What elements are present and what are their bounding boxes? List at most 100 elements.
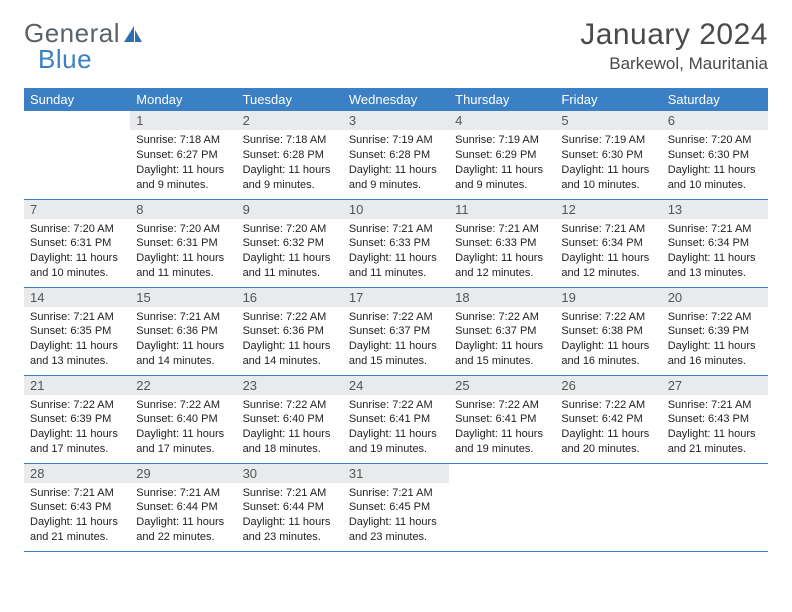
calendar-cell: 15Sunrise: 7:21 AMSunset: 6:36 PMDayligh…: [130, 287, 236, 375]
day-body: Sunrise: 7:22 AMSunset: 6:41 PMDaylight:…: [343, 395, 449, 459]
day-body: Sunrise: 7:21 AMSunset: 6:34 PMDaylight:…: [662, 219, 768, 283]
calendar-cell: 8Sunrise: 7:20 AMSunset: 6:31 PMDaylight…: [130, 199, 236, 287]
day-number: 23: [237, 376, 343, 395]
calendar-cell: 25Sunrise: 7:22 AMSunset: 6:41 PMDayligh…: [449, 375, 555, 463]
calendar-cell-empty: [662, 463, 768, 551]
calendar-cell: 13Sunrise: 7:21 AMSunset: 6:34 PMDayligh…: [662, 199, 768, 287]
day-number: 22: [130, 376, 236, 395]
calendar-cell: 11Sunrise: 7:21 AMSunset: 6:33 PMDayligh…: [449, 199, 555, 287]
calendar-table: SundayMondayTuesdayWednesdayThursdayFrid…: [24, 88, 768, 552]
day-body: Sunrise: 7:19 AMSunset: 6:30 PMDaylight:…: [555, 130, 661, 194]
calendar-cell: 1Sunrise: 7:18 AMSunset: 6:27 PMDaylight…: [130, 111, 236, 199]
calendar-cell: 28Sunrise: 7:21 AMSunset: 6:43 PMDayligh…: [24, 463, 130, 551]
day-number: 12: [555, 200, 661, 219]
day-body: Sunrise: 7:22 AMSunset: 6:36 PMDaylight:…: [237, 307, 343, 371]
calendar-cell: 6Sunrise: 7:20 AMSunset: 6:30 PMDaylight…: [662, 111, 768, 199]
day-body: Sunrise: 7:21 AMSunset: 6:34 PMDaylight:…: [555, 219, 661, 283]
calendar-cell: 16Sunrise: 7:22 AMSunset: 6:36 PMDayligh…: [237, 287, 343, 375]
day-number: 28: [24, 464, 130, 483]
calendar-cell: 18Sunrise: 7:22 AMSunset: 6:37 PMDayligh…: [449, 287, 555, 375]
calendar-cell: 10Sunrise: 7:21 AMSunset: 6:33 PMDayligh…: [343, 199, 449, 287]
dow-header: Monday: [130, 88, 236, 111]
day-body: Sunrise: 7:21 AMSunset: 6:43 PMDaylight:…: [24, 483, 130, 547]
day-number: 27: [662, 376, 768, 395]
day-body: Sunrise: 7:18 AMSunset: 6:27 PMDaylight:…: [130, 130, 236, 194]
calendar-cell: 9Sunrise: 7:20 AMSunset: 6:32 PMDaylight…: [237, 199, 343, 287]
day-body: Sunrise: 7:21 AMSunset: 6:45 PMDaylight:…: [343, 483, 449, 547]
dow-header: Saturday: [662, 88, 768, 111]
calendar-cell-empty: [24, 111, 130, 199]
calendar-cell: 20Sunrise: 7:22 AMSunset: 6:39 PMDayligh…: [662, 287, 768, 375]
title-block: January 2024 Barkewol, Mauritania: [580, 18, 768, 74]
dow-header: Tuesday: [237, 88, 343, 111]
calendar-cell: 2Sunrise: 7:18 AMSunset: 6:28 PMDaylight…: [237, 111, 343, 199]
day-number: 29: [130, 464, 236, 483]
day-body: Sunrise: 7:21 AMSunset: 6:33 PMDaylight:…: [343, 219, 449, 283]
day-number: 11: [449, 200, 555, 219]
day-number: 10: [343, 200, 449, 219]
calendar-cell: 23Sunrise: 7:22 AMSunset: 6:40 PMDayligh…: [237, 375, 343, 463]
calendar-cell: 27Sunrise: 7:21 AMSunset: 6:43 PMDayligh…: [662, 375, 768, 463]
dow-header: Friday: [555, 88, 661, 111]
calendar-cell: 12Sunrise: 7:21 AMSunset: 6:34 PMDayligh…: [555, 199, 661, 287]
calendar-cell: 3Sunrise: 7:19 AMSunset: 6:28 PMDaylight…: [343, 111, 449, 199]
day-number: 19: [555, 288, 661, 307]
day-body: Sunrise: 7:21 AMSunset: 6:44 PMDaylight:…: [237, 483, 343, 547]
day-body: Sunrise: 7:19 AMSunset: 6:29 PMDaylight:…: [449, 130, 555, 194]
month-title: January 2024: [580, 18, 768, 52]
day-number: 9: [237, 200, 343, 219]
calendar-cell: 19Sunrise: 7:22 AMSunset: 6:38 PMDayligh…: [555, 287, 661, 375]
day-body: Sunrise: 7:22 AMSunset: 6:39 PMDaylight:…: [24, 395, 130, 459]
day-body: Sunrise: 7:21 AMSunset: 6:35 PMDaylight:…: [24, 307, 130, 371]
day-body: Sunrise: 7:22 AMSunset: 6:38 PMDaylight:…: [555, 307, 661, 371]
calendar-head: SundayMondayTuesdayWednesdayThursdayFrid…: [24, 88, 768, 111]
day-body: Sunrise: 7:21 AMSunset: 6:44 PMDaylight:…: [130, 483, 236, 547]
day-number: 13: [662, 200, 768, 219]
day-number: 31: [343, 464, 449, 483]
day-body: Sunrise: 7:21 AMSunset: 6:43 PMDaylight:…: [662, 395, 768, 459]
day-number: 14: [24, 288, 130, 307]
header: General January 2024 Barkewol, Mauritani…: [24, 18, 768, 74]
day-body: Sunrise: 7:20 AMSunset: 6:32 PMDaylight:…: [237, 219, 343, 283]
calendar-cell-empty: [449, 463, 555, 551]
day-number: 6: [662, 111, 768, 130]
day-number: 3: [343, 111, 449, 130]
day-number: 21: [24, 376, 130, 395]
dow-header: Sunday: [24, 88, 130, 111]
calendar-cell: 26Sunrise: 7:22 AMSunset: 6:42 PMDayligh…: [555, 375, 661, 463]
day-number: 25: [449, 376, 555, 395]
dow-header: Thursday: [449, 88, 555, 111]
day-number: 15: [130, 288, 236, 307]
day-body: Sunrise: 7:18 AMSunset: 6:28 PMDaylight:…: [237, 130, 343, 194]
dow-header: Wednesday: [343, 88, 449, 111]
day-number: 2: [237, 111, 343, 130]
day-number: 24: [343, 376, 449, 395]
day-number: 4: [449, 111, 555, 130]
calendar-cell-empty: [555, 463, 661, 551]
day-body: Sunrise: 7:22 AMSunset: 6:37 PMDaylight:…: [343, 307, 449, 371]
day-body: Sunrise: 7:22 AMSunset: 6:40 PMDaylight:…: [130, 395, 236, 459]
day-number: 18: [449, 288, 555, 307]
calendar-cell: 29Sunrise: 7:21 AMSunset: 6:44 PMDayligh…: [130, 463, 236, 551]
calendar-cell: 5Sunrise: 7:19 AMSunset: 6:30 PMDaylight…: [555, 111, 661, 199]
day-number: 1: [130, 111, 236, 130]
day-number: 7: [24, 200, 130, 219]
sail-icon: [122, 24, 144, 44]
day-number: 16: [237, 288, 343, 307]
day-body: Sunrise: 7:22 AMSunset: 6:41 PMDaylight:…: [449, 395, 555, 459]
calendar-cell: 22Sunrise: 7:22 AMSunset: 6:40 PMDayligh…: [130, 375, 236, 463]
day-number: 26: [555, 376, 661, 395]
calendar-cell: 21Sunrise: 7:22 AMSunset: 6:39 PMDayligh…: [24, 375, 130, 463]
brand-logo-line2: Blue: [38, 44, 92, 75]
day-body: Sunrise: 7:20 AMSunset: 6:30 PMDaylight:…: [662, 130, 768, 194]
calendar-cell: 14Sunrise: 7:21 AMSunset: 6:35 PMDayligh…: [24, 287, 130, 375]
day-number: 17: [343, 288, 449, 307]
day-number: 30: [237, 464, 343, 483]
day-body: Sunrise: 7:20 AMSunset: 6:31 PMDaylight:…: [130, 219, 236, 283]
brand-part2: Blue: [38, 44, 92, 75]
day-body: Sunrise: 7:19 AMSunset: 6:28 PMDaylight:…: [343, 130, 449, 194]
calendar-cell: 24Sunrise: 7:22 AMSunset: 6:41 PMDayligh…: [343, 375, 449, 463]
calendar-body: 1Sunrise: 7:18 AMSunset: 6:27 PMDaylight…: [24, 111, 768, 551]
calendar-cell: 4Sunrise: 7:19 AMSunset: 6:29 PMDaylight…: [449, 111, 555, 199]
day-body: Sunrise: 7:22 AMSunset: 6:40 PMDaylight:…: [237, 395, 343, 459]
